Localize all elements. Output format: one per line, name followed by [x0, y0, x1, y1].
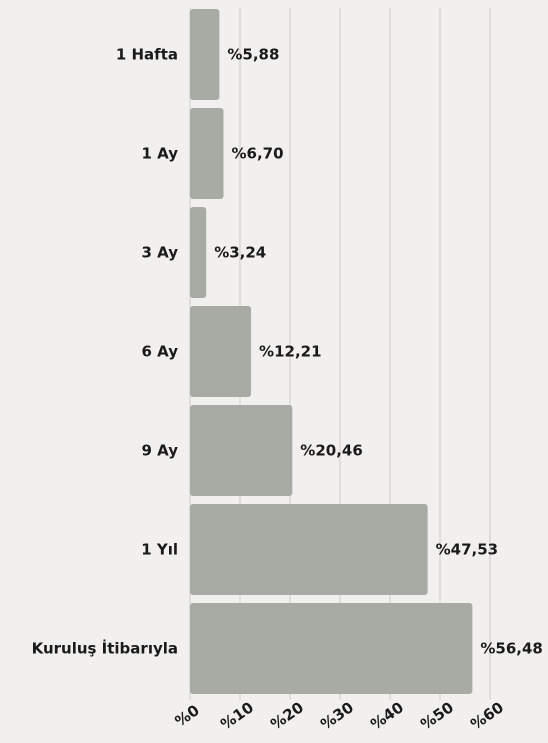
x-tick-label: %30	[317, 698, 357, 733]
category-label: 1 Ay	[141, 145, 178, 163]
bar	[190, 306, 252, 397]
value-label: %56,48	[480, 640, 542, 658]
x-tick-label: %50	[417, 698, 457, 733]
bar	[190, 603, 473, 694]
x-tick-label: %40	[367, 698, 407, 733]
category-label: 1 Hafta	[116, 46, 178, 64]
value-label: %20,46	[300, 442, 362, 460]
value-label: %5,88	[227, 46, 279, 64]
value-label: %3,24	[214, 244, 266, 262]
gridlines	[189, 8, 491, 700]
x-tick-label: %60	[467, 698, 507, 733]
x-tick-label: %10	[217, 698, 257, 733]
value-label: %12,21	[259, 343, 321, 361]
category-label: Kuruluş İtibarıyla	[32, 639, 178, 658]
bar	[190, 405, 293, 496]
x-axis-tick-labels: %0 %10 %20 %30 %40 %50 %60	[172, 698, 507, 733]
category-labels: 1 Hafta 1 Ay 3 Ay 6 Ay 9 Ay 1 Yıl Kuruluş İtib…	[32, 46, 179, 658]
category-label: 6 Ay	[141, 343, 178, 361]
x-tick-label: %20	[267, 698, 307, 733]
x-tick-label: %0	[172, 701, 203, 730]
bars	[190, 9, 473, 694]
category-label: 9 Ay	[141, 442, 178, 460]
bar	[190, 108, 224, 199]
category-label: 1 Yıl	[141, 541, 178, 559]
bar	[190, 207, 207, 298]
category-label: 3 Ay	[141, 244, 178, 262]
bar	[190, 504, 428, 595]
value-label: %47,53	[436, 541, 498, 559]
value-label: %6,70	[232, 145, 284, 163]
bar	[190, 9, 220, 100]
value-labels: %5,88 %6,70 %3,24 %12,21 %20,46 %47,53 %56,48	[214, 46, 543, 658]
